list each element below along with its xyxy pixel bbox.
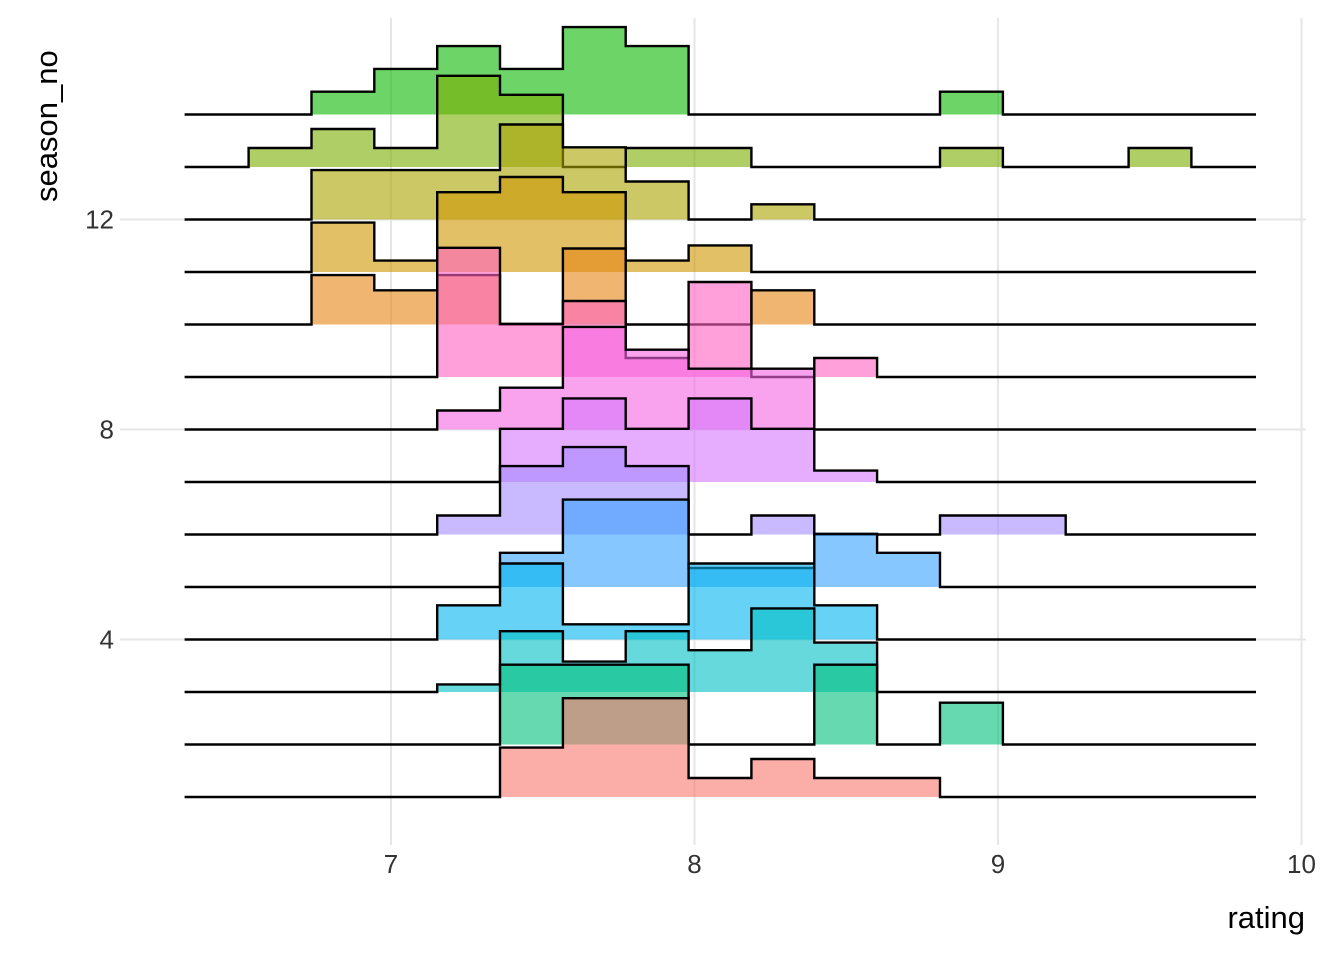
ridge-fill [185,27,1255,115]
x-tick-label: 8 [687,849,701,879]
ridge-outline [184,325,1256,431]
ridge-season-13 [184,74,1256,169]
y-axis-title: season_no [29,50,64,202]
ridge-outline [184,247,1256,326]
ridge-season-14 [184,25,1256,116]
ridge-fill [185,247,1255,377]
ridge-outline [184,397,1256,484]
ridge-fill [185,698,1255,797]
ridge-season-3 [184,607,1256,694]
ridge-outline [184,697,1256,799]
x-tick-label: 9 [991,849,1005,879]
ridges [184,25,1256,799]
ridge-outline [184,246,1256,379]
x-tick-label: 10 [1287,849,1316,879]
ridge-outline [184,607,1256,694]
ridge-outline [184,562,1256,641]
ridge-season-7 [184,397,1256,484]
ridge-outline [184,74,1256,169]
y-tick-label: 8 [100,415,114,445]
ridge-season-9 [184,246,1256,379]
ridge-fill [185,326,1255,430]
ridge-season-2 [184,663,1256,746]
ridge-season-4 [184,562,1256,641]
ridge-outline [184,123,1256,221]
ridge-outline [184,175,1256,274]
ridge-season-8 [184,325,1256,431]
tick-labels: 7 8 9 10 4 8 12 [85,205,1316,880]
x-axis-title: rating [1227,900,1305,935]
ridge-fill [185,398,1255,482]
ridge-fill [185,664,1255,745]
y-tick-label: 12 [85,205,114,235]
ridge-fill [185,75,1255,167]
x-tick-label: 7 [384,849,398,879]
ridge-season-1 [184,697,1256,799]
ridge-fill [185,563,1255,640]
ridge-outline [184,663,1256,746]
ridge-outline [184,25,1256,116]
y-tick-label: 4 [100,625,114,655]
